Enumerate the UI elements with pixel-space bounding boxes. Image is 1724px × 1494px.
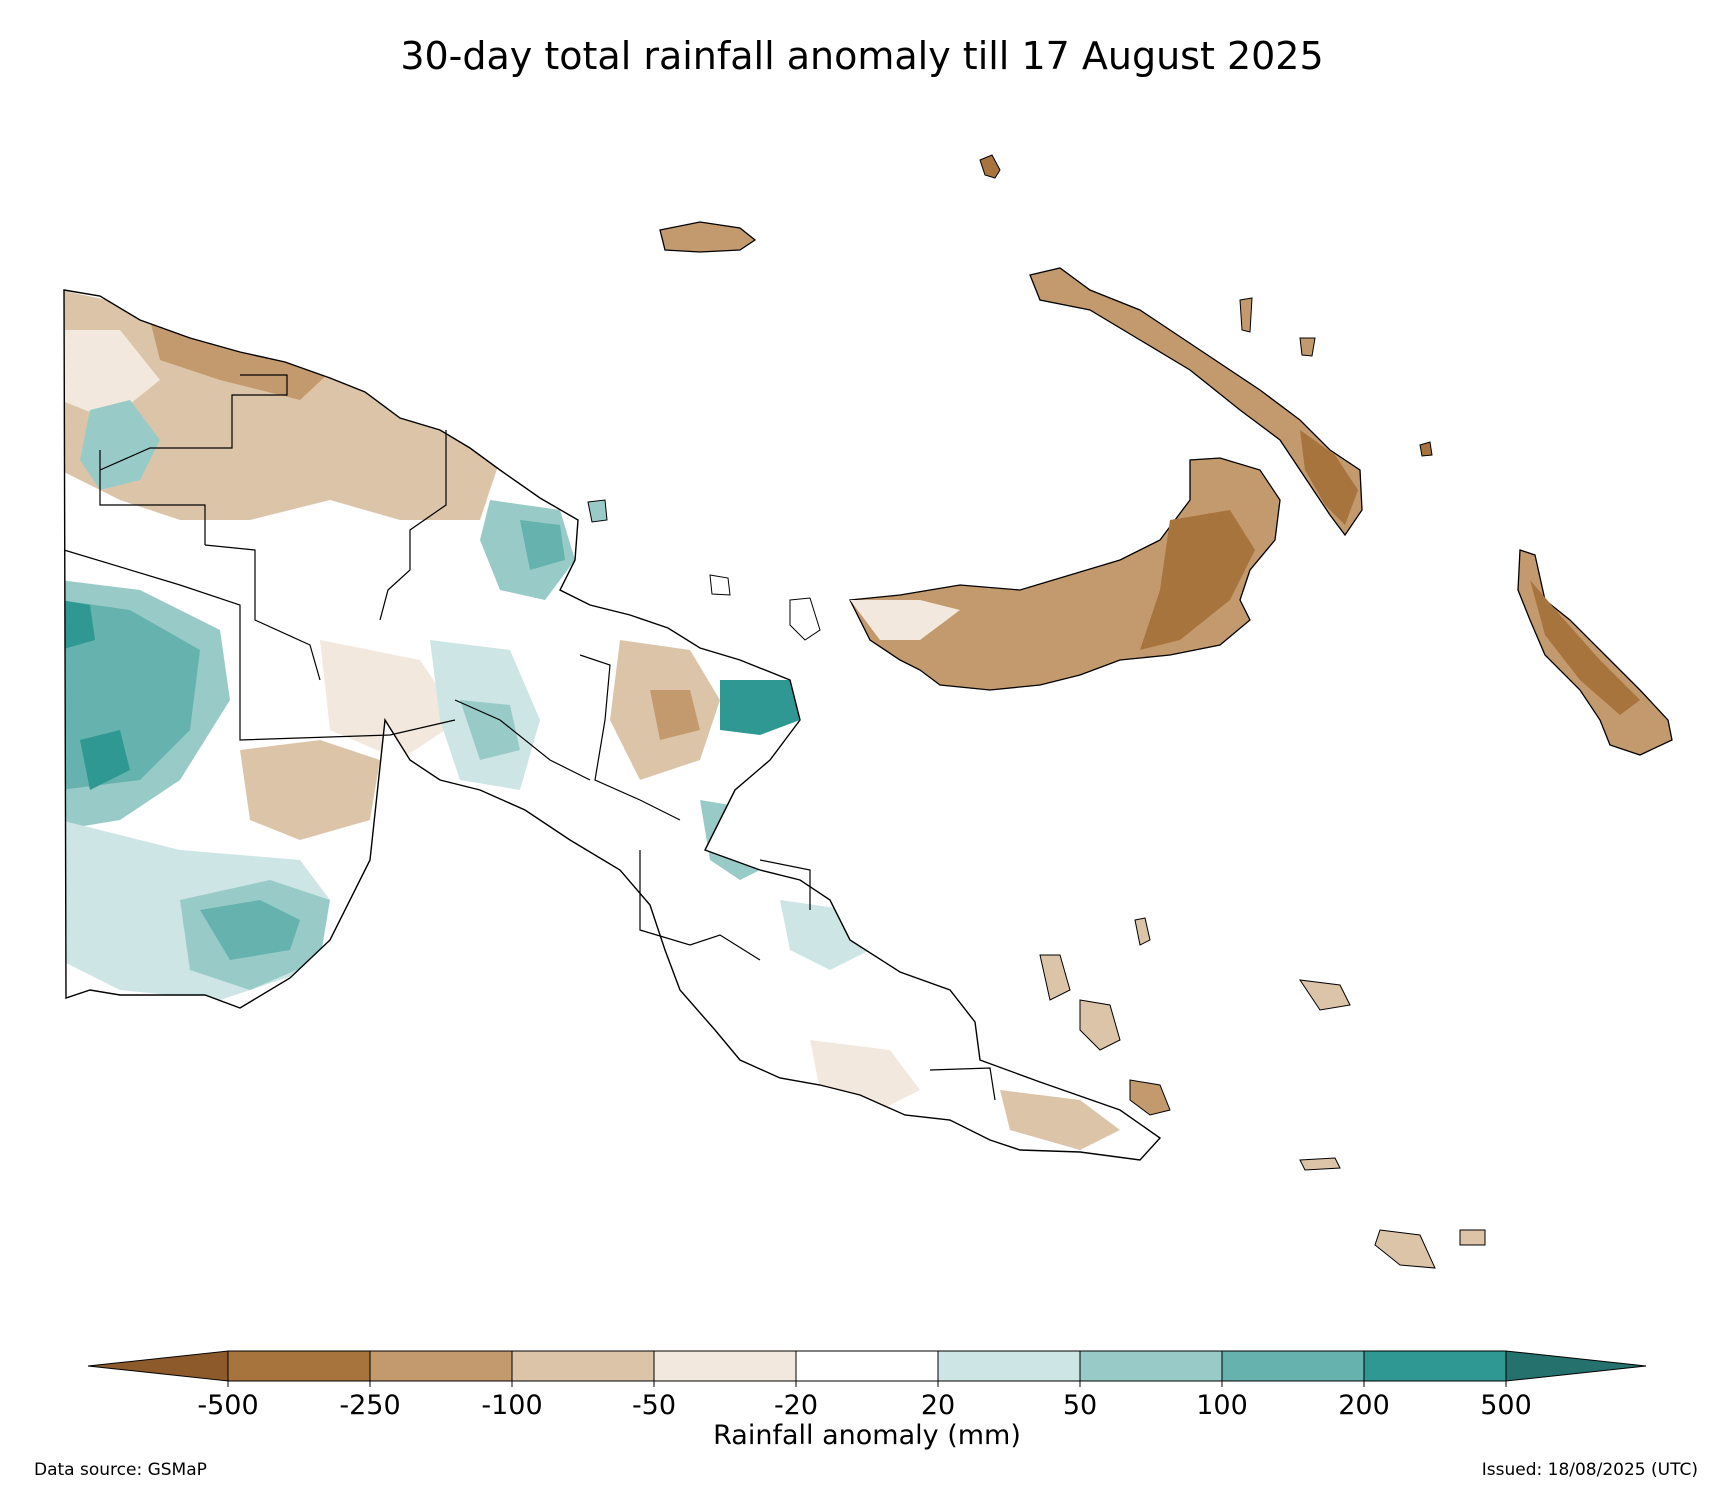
colorbar-over-extension xyxy=(1505,1350,1647,1382)
anomaly-zone-huon-peak xyxy=(720,680,800,735)
anomaly-zone-new-britain-core xyxy=(1140,510,1255,650)
anomaly-zone-highlands-south xyxy=(240,740,380,840)
anomaly-zone-new-britain-west xyxy=(850,600,960,640)
colorbar-tick-label: 500 xyxy=(1480,1390,1532,1421)
colorbar: -500 -250 -100 -50 -20 20 50 100 200 500 Rainfall … xyxy=(87,1350,1647,1451)
island-new-britain xyxy=(848,457,1281,691)
colorbar-tick-label: 50 xyxy=(1063,1390,1097,1421)
data-source-note: Data source: GSMaP xyxy=(34,1460,207,1480)
island-bougainville xyxy=(1517,549,1673,756)
colorbar-label: Rainfall anomaly (mm) xyxy=(713,1420,1021,1451)
anomaly-zone-light-west xyxy=(64,330,160,420)
province-boundaries xyxy=(63,374,996,1101)
colorbar-tick-label: -100 xyxy=(481,1390,542,1421)
anomaly-zone-west-peak-2 xyxy=(80,730,130,790)
mainland-region xyxy=(63,289,1161,1161)
colorbar-bin xyxy=(369,1350,513,1382)
anomaly-zone-east-tip xyxy=(1000,1090,1120,1150)
island-small-islets xyxy=(587,154,1486,1269)
colorbar-tick-label: -50 xyxy=(632,1390,676,1421)
anomaly-zone-new-ireland-core xyxy=(1300,430,1358,525)
anomaly-zone-bougainville-core xyxy=(1530,580,1640,715)
colorbar-bin xyxy=(511,1350,655,1382)
colorbar-bin xyxy=(795,1350,939,1382)
colorbar-bin xyxy=(227,1350,371,1382)
anomaly-zone-madang-core xyxy=(460,700,520,760)
colorbar-tick-label: 100 xyxy=(1196,1390,1248,1421)
island-manus xyxy=(659,221,757,253)
issued-date-note: Issued: 18/08/2025 (UTC) xyxy=(1481,1460,1698,1480)
colorbar-tick-label: 200 xyxy=(1338,1390,1390,1421)
colorbar-tick-label: -250 xyxy=(339,1390,400,1421)
anomaly-zone-fly-core xyxy=(200,900,300,960)
anomaly-zone-sepik-core xyxy=(520,520,565,570)
colorbar-tick-label: -20 xyxy=(774,1390,818,1421)
anomaly-zone-west-peak-1 xyxy=(64,600,95,650)
colorbar-under-extension xyxy=(87,1350,229,1382)
anomaly-zone-markham-core xyxy=(650,690,700,740)
colorbar-bin xyxy=(1363,1350,1507,1382)
island-new-ireland xyxy=(1029,267,1363,537)
anomaly-zone-highlands-light xyxy=(320,640,460,760)
colorbar-bin xyxy=(653,1350,797,1382)
colorbar-tick-label: 20 xyxy=(921,1390,955,1421)
colorbar-tick-label: -500 xyxy=(197,1390,258,1421)
colorbar-bin xyxy=(1221,1350,1365,1382)
colorbar-bin xyxy=(937,1350,1081,1382)
colorbar-bin xyxy=(1079,1350,1223,1382)
map-title: 30-day total rainfall anomaly till 17 Au… xyxy=(400,34,1324,78)
